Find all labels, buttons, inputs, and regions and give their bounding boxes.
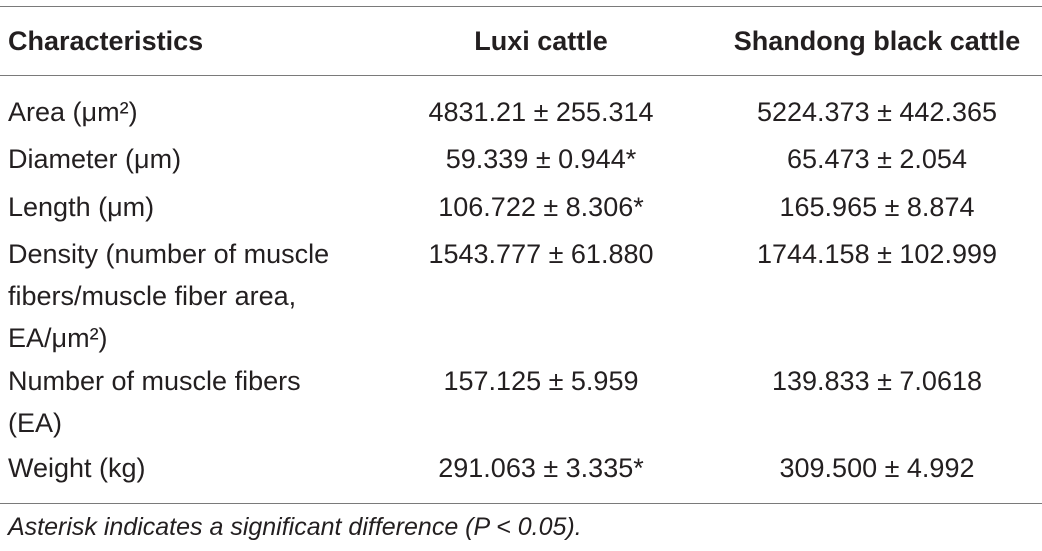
cell-number-shandong: 139.833 ± 7.0618	[771, 366, 982, 396]
header-shandong-black-cattle: Shandong black cattle	[733, 26, 1021, 56]
table-bottom-rule	[0, 503, 1042, 504]
cell-number-luxi: 157.125 ± 5.959	[443, 366, 639, 396]
cell-density-luxi: 1543.777 ± 61.880	[428, 239, 654, 269]
header-characteristics: Characteristics	[8, 26, 204, 56]
row-label-weight: Weight (kg)	[8, 453, 146, 483]
header-luxi-cattle: Luxi cattle	[474, 26, 608, 56]
row-label-number-line-1: Number of muscle fibers	[8, 366, 301, 396]
table-header-rule	[0, 75, 1042, 76]
row-label-density-line-2: fibers/muscle fiber area,	[8, 281, 297, 311]
cell-area-luxi: 4831.21 ± 255.314	[428, 97, 654, 127]
row-label-density-line-1: Density (number of muscle	[8, 239, 330, 269]
row-label-area: Area (μm²)	[8, 97, 138, 127]
cell-weight-luxi: 291.063 ± 3.335*	[438, 453, 644, 483]
cell-density-shandong: 1744.158 ± 102.999	[756, 239, 998, 269]
cell-length-luxi: 106.722 ± 8.306*	[438, 192, 644, 222]
table-footnote: Asterisk indicates a significant differe…	[8, 513, 582, 541]
row-label-diameter: Diameter (μm)	[8, 144, 182, 174]
row-label-density-line-3: EA/μm²)	[8, 323, 108, 353]
cell-weight-shandong: 309.500 ± 4.992	[779, 453, 975, 483]
cell-length-shandong: 165.965 ± 8.874	[779, 192, 975, 222]
cell-diameter-luxi: 59.339 ± 0.944*	[445, 144, 637, 174]
table-top-rule	[0, 6, 1042, 7]
cell-area-shandong: 5224.373 ± 442.365	[756, 97, 998, 127]
cell-diameter-shandong: 65.473 ± 2.054	[787, 144, 967, 174]
row-label-length: Length (μm)	[8, 192, 155, 222]
row-label-number-line-2: (EA)	[8, 408, 62, 438]
